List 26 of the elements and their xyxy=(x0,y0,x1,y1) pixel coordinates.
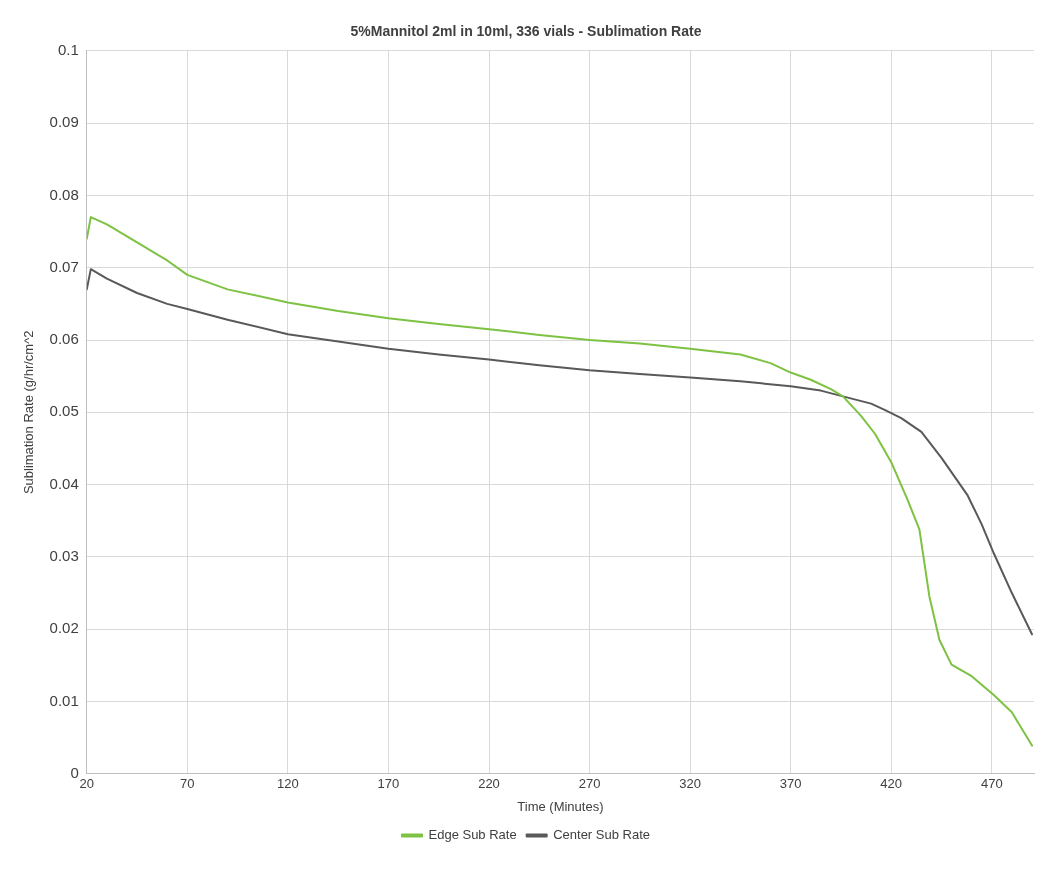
y-axis-title: Sublimation Rate (g/hr/cm^2 xyxy=(21,330,37,495)
x-tick-label: 20 xyxy=(79,776,95,792)
y-tick-label: 0.09 xyxy=(49,113,79,131)
x-tick-label: 70 xyxy=(180,776,195,792)
y-tick-label: 0.07 xyxy=(49,257,79,275)
y-tick-label: 0.04 xyxy=(49,474,79,492)
y-tick-label: 0.02 xyxy=(49,619,79,637)
y-tick-label: 0.08 xyxy=(49,185,79,203)
x-tick-label: 220 xyxy=(478,776,500,792)
x-tick-label: 370 xyxy=(779,776,802,792)
x-tick-label: 120 xyxy=(277,776,299,792)
x-axis-title: Time (Minutes) xyxy=(517,798,604,814)
x-tick-label: 270 xyxy=(578,776,601,792)
chart-title: 5%Mannitol 2ml in 10ml, 336 vials - Sublimation Rate xyxy=(350,23,702,40)
x-tick-label: 420 xyxy=(880,776,903,792)
x-tick-label: 320 xyxy=(679,776,701,792)
y-tick-label: 0.03 xyxy=(49,547,79,565)
x-tick-label: 470 xyxy=(980,776,1003,792)
x-tick-label: 170 xyxy=(377,776,400,792)
y-tick-label: 0.06 xyxy=(49,330,79,348)
y-tick-label: 0 xyxy=(70,763,79,781)
legend-label: Center Sub Rate xyxy=(553,827,651,843)
y-tick-label: 0.1 xyxy=(57,40,79,58)
legend-label: Edge Sub Rate xyxy=(428,827,517,843)
y-tick-label: 0.05 xyxy=(49,402,79,420)
y-tick-label: 0.01 xyxy=(49,691,79,709)
